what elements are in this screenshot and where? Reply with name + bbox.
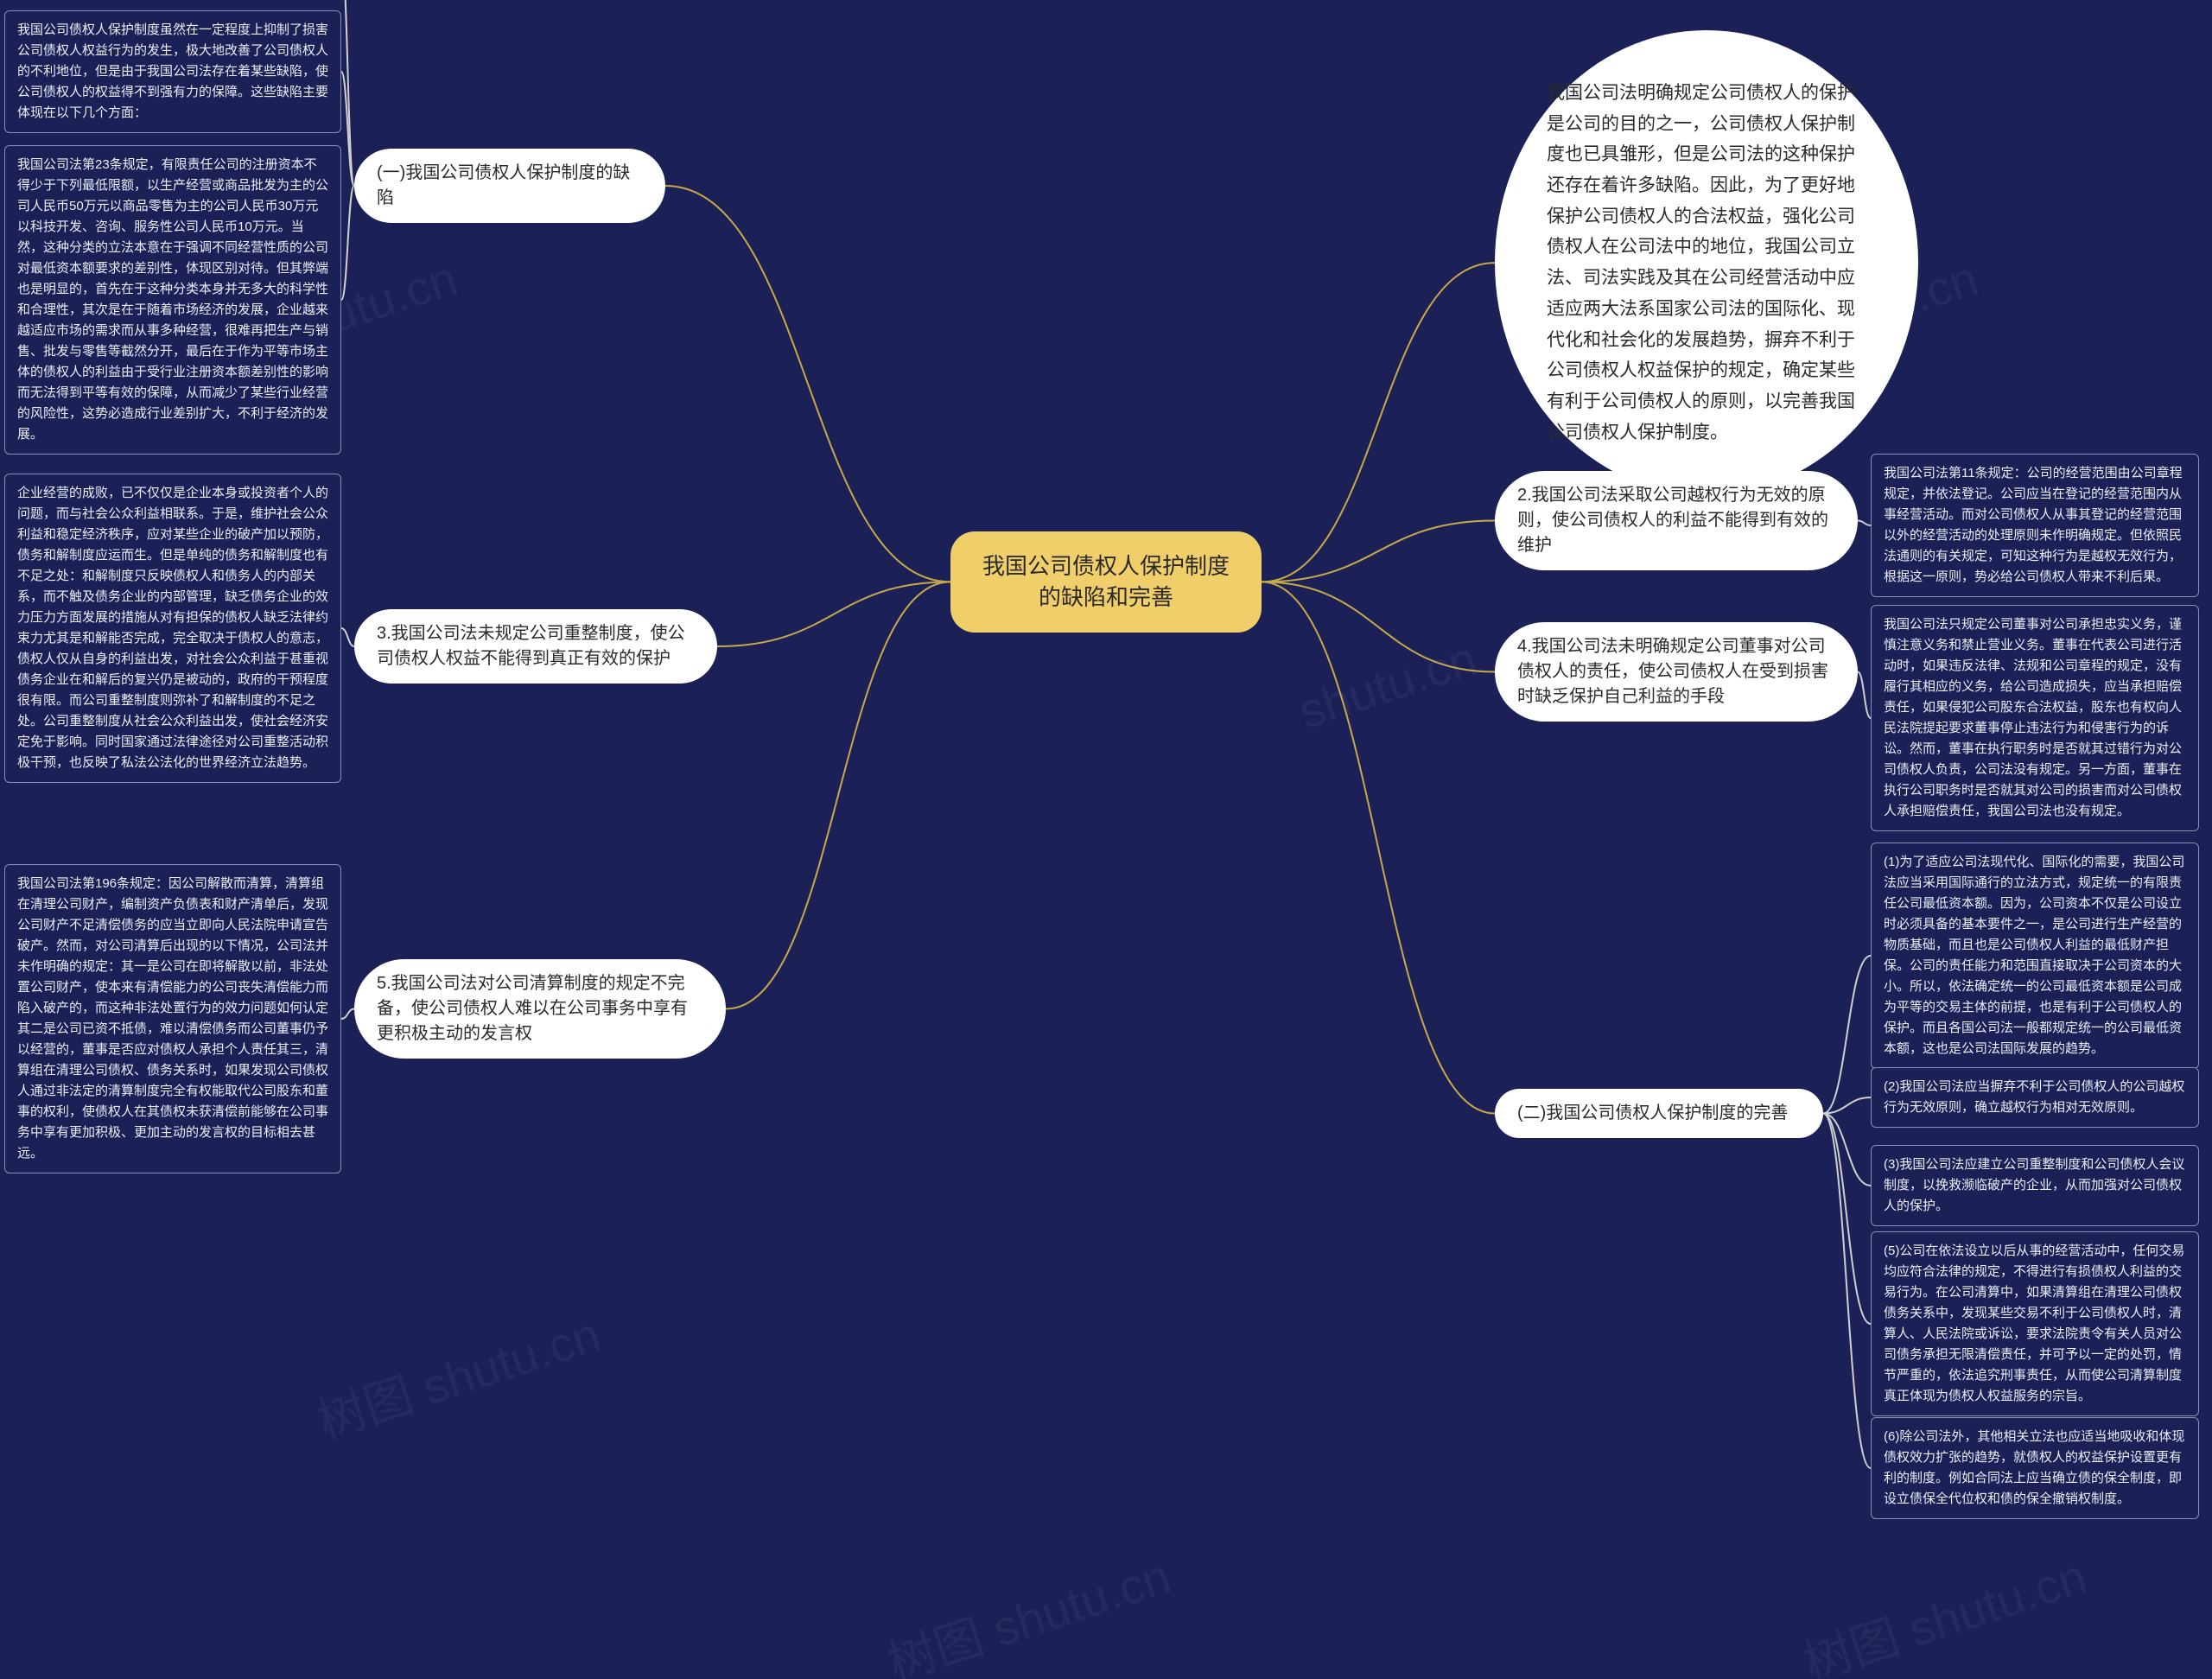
leaf-text: (2)我国公司法应当摒弃不利于公司债权人的公司越权行为无效原则，确立越权行为相对…	[1884, 1079, 2184, 1115]
branch-label: 3.我国公司法未规定公司重整制度，使公司债权人权益不能得到真正有效的保护	[377, 624, 685, 668]
branch-label: 2.我国公司法采取公司越权行为无效的原则，使公司债权人的利益不能得到有效的维护	[1517, 486, 1828, 555]
leaf-rC3: (3)我国公司法应建立公司重整制度和公司债权人会议制度，以挽救濒临破产的企业，从…	[1871, 1145, 2199, 1226]
leaf-l5a: 我国公司法第196条规定：因公司解散而清算，清算组在清理公司财产，编制资产负债表…	[4, 864, 341, 1173]
leaf-text: (3)我国公司法应建立公司重整制度和公司债权人会议制度，以挽救濒临破产的企业，从…	[1884, 1157, 2184, 1213]
leaf-r2a: 我国公司法第11条规定：公司的经营范围由公司章程规定，并依法登记。公司应当在登记…	[1871, 454, 2199, 597]
branch-label: 5.我国公司法对公司清算制度的规定不完备，使公司债权人难以在公司事务中享有更积极…	[377, 974, 688, 1043]
leaf-text: 我国公司法第23条规定，有限责任公司的注册资本不得少于下列最低限额，以生产经营或…	[17, 157, 328, 442]
branch-left-3: 3.我国公司法未规定公司重整制度，使公司债权人权益不能得到真正有效的保护	[354, 609, 717, 684]
branch-left-5: 5.我国公司法对公司清算制度的规定不完备，使公司债权人难以在公司事务中享有更积极…	[354, 959, 726, 1059]
branch-right-4: 4.我国公司法未明确规定公司董事对公司债权人的责任，使公司债权人在受到损害时缺乏…	[1495, 622, 1858, 722]
leaf-l1b: 我国公司法第23条规定，有限责任公司的注册资本不得少于下列最低限额，以生产经营或…	[4, 145, 341, 455]
leaf-rC2: (2)我国公司法应当摒弃不利于公司债权人的公司越权行为无效原则，确立越权行为相对…	[1871, 1067, 2199, 1128]
leaf-text: 我国公司债权人保护制度虽然在一定程度上抑制了损害公司债权人权益行为的发生，极大地…	[17, 22, 328, 120]
leaf-text: 我国公司法第11条规定：公司的经营范围由公司章程规定，并依法登记。公司应当在登记…	[1884, 466, 2183, 584]
leaf-rC6: (6)除公司法外，其他相关立法也应适当地吸收和体现债权效力扩张的趋势，就债权人的…	[1871, 1417, 2199, 1519]
branch-summary: 我国公司法明确规定公司债权人的保护是公司的目的之一，公司债权人保护制度也已具雏形…	[1495, 30, 1918, 495]
leaf-text: (5)公司在依法设立以后从事的经营活动中，任何交易均应符合法律的规定，不得进行有…	[1884, 1243, 2184, 1403]
leaf-r4a: 我国公司法只规定公司董事对公司承担忠实义务，谨慎注意义务和禁止营业义务。董事在代…	[1871, 605, 2199, 831]
leaf-rC5: (5)公司在依法设立以后从事的经营活动中，任何交易均应符合法律的规定，不得进行有…	[1871, 1231, 2199, 1416]
branch-right-2: 2.我国公司法采取公司越权行为无效的原则，使公司债权人的利益不能得到有效的维护	[1495, 471, 1858, 570]
leaf-text: 企业经营的成败，已不仅仅是企业本身或投资者个人的问题，而与社会公众利益相联系。于…	[17, 486, 328, 770]
leaf-text: 我国公司法只规定公司董事对公司承担忠实义务，谨慎注意义务和禁止营业义务。董事在代…	[1884, 617, 2182, 818]
branch-label: (一)我国公司债权人保护制度的缺陷	[377, 163, 630, 207]
leaf-rC1: (1)为了适应公司法现代化、国际化的需要，我国公司法应当采用国际通行的立法方式，…	[1871, 843, 2199, 1069]
leaf-text: (6)除公司法外，其他相关立法也应适当地吸收和体现债权效力扩张的趋势，就债权人的…	[1884, 1429, 2184, 1506]
branch-right-section2: (二)我国公司债权人保护制度的完善	[1495, 1089, 1823, 1138]
root-label: 我国公司债权人保护制度的缺陷和完善	[982, 553, 1230, 610]
branch-label: (二)我国公司债权人保护制度的完善	[1517, 1103, 1788, 1123]
summary-text: 我国公司法明确规定公司债权人的保护是公司的目的之一，公司债权人保护制度也已具雏形…	[1547, 83, 1855, 442]
leaf-text: (1)为了适应公司法现代化、国际化的需要，我国公司法应当采用国际通行的立法方式，…	[1884, 855, 2184, 1056]
leaf-l3a: 企业经营的成败，已不仅仅是企业本身或投资者个人的问题，而与社会公众利益相联系。于…	[4, 474, 341, 783]
root-node: 我国公司债权人保护制度的缺陷和完善	[950, 531, 1262, 633]
leaf-l1a: 我国公司债权人保护制度虽然在一定程度上抑制了损害公司债权人权益行为的发生，极大地…	[4, 10, 341, 133]
leaf-text: 我国公司法第196条规定：因公司解散而清算，清算组在清理公司财产，编制资产负债表…	[17, 876, 328, 1161]
branch-left-1: (一)我国公司债权人保护制度的缺陷	[354, 149, 665, 223]
branch-label: 4.我国公司法未明确规定公司董事对公司债权人的责任，使公司债权人在受到损害时缺乏…	[1517, 637, 1828, 706]
